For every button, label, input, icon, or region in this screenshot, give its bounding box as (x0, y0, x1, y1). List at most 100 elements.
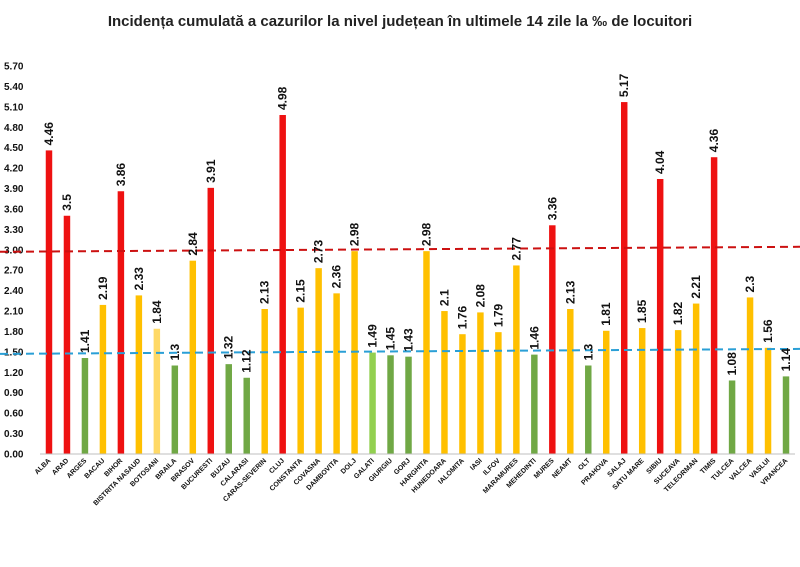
bar-salaj (620, 102, 628, 454)
bar-calarasi (243, 377, 250, 454)
bar-olt (585, 365, 592, 454)
bar-value-label: 1.82 (671, 301, 685, 325)
bar-value-label: 5.17 (617, 73, 631, 97)
bar-value-label: 1.12 (240, 349, 254, 373)
x-tick-label: BACAU (84, 457, 107, 480)
bar-mures (549, 225, 556, 454)
bar-giurgiu (387, 355, 394, 454)
bar-timis (710, 157, 718, 454)
bar-value-label: 1.41 (78, 329, 92, 353)
bar-teleorman (692, 303, 700, 454)
bar-value-label: 2.36 (330, 265, 344, 289)
bar-vaslui (764, 347, 772, 454)
bar-cluj (279, 115, 286, 454)
bar-value-label: 2.08 (473, 284, 487, 308)
y-tick-label: 2.40 (4, 286, 24, 297)
y-tick-label: 3.90 (4, 184, 24, 195)
bar-value-label: 4.04 (653, 150, 667, 174)
bar-covasna (315, 268, 322, 454)
bar-value-label: 1.46 (527, 326, 541, 350)
x-tick-label: NEAMT (551, 457, 574, 480)
y-tick-label: 4.50 (4, 143, 24, 154)
bar-dambovita (333, 293, 340, 454)
bar-value-label: 2.77 (509, 237, 523, 261)
bar-buzau (225, 364, 232, 454)
bar-harghita (423, 251, 430, 454)
bar-value-label: 2.84 (186, 232, 200, 256)
bar-prahova (603, 330, 610, 454)
y-tick-label: 5.70 (4, 62, 24, 73)
bar-value-label: 1.45 (384, 327, 398, 351)
bar-value-label: 1.81 (599, 302, 613, 326)
y-tick-label: 1.20 (4, 368, 24, 379)
bar-value-label: 2.3 (743, 275, 757, 292)
x-tick-label: TELEORMAN (663, 457, 699, 493)
bar-value-label: 1.32 (222, 335, 236, 359)
y-tick-label: 2.70 (4, 266, 24, 277)
bar-value-label: 1.3 (168, 344, 182, 361)
bar-sibiu (656, 178, 664, 454)
bar-value-label: 2.15 (294, 279, 308, 303)
bar-satu-mare (638, 328, 646, 454)
bar-value-label: 3.5 (60, 194, 74, 211)
bar-bacau (99, 304, 107, 454)
chart-title: Incidența cumulată a cazurilor la nivel … (108, 13, 692, 30)
y-tick-label: 0.90 (4, 388, 24, 399)
bar-hunedoara (441, 311, 448, 454)
bar-value-label: 1.84 (150, 300, 164, 324)
bar-value-label: 2.98 (419, 222, 433, 246)
bar-ilfov (495, 332, 502, 454)
bar-value-label: 1.85 (635, 299, 649, 323)
x-tick-label: IASI (469, 457, 484, 472)
bar-value-label: 2.98 (348, 222, 362, 246)
bar-value-label: 1.43 (402, 328, 416, 352)
bar-value-label: 2.33 (132, 267, 146, 291)
bar-value-label: 1.79 (491, 303, 505, 327)
bar-value-label: 4.46 (42, 122, 56, 146)
bar-arad (63, 215, 71, 454)
bars (45, 102, 790, 454)
y-tick-label: 5.10 (4, 102, 24, 113)
bar-value-label: 4.36 (707, 129, 721, 153)
bar-value-label: 1.49 (366, 324, 380, 348)
bar-value-label: 2.73 (312, 239, 326, 263)
y-axis: 0.000.300.600.901.201.501.802.102.402.70… (4, 62, 24, 461)
bar-value-label: 2.1 (437, 289, 451, 306)
threshold-line-0 (0, 245, 800, 253)
bar-bucuresti (207, 187, 215, 454)
bar-value-label: 1.14 (779, 348, 793, 372)
bar-value-label: 1.56 (761, 319, 775, 343)
bar-value-label: 2.13 (258, 280, 272, 304)
bar-arges (81, 358, 89, 454)
bar-value-label: 2.13 (563, 280, 577, 304)
x-tick-label: OLT (577, 457, 592, 472)
y-tick-label: 4.20 (4, 164, 24, 175)
bar-value-label: 4.98 (276, 86, 290, 110)
y-tick-label: 2.10 (4, 307, 24, 318)
bar-alba (45, 150, 53, 454)
y-tick-label: 0.00 (4, 450, 24, 461)
bar-brasov (189, 260, 197, 454)
bar-suceava (674, 330, 682, 454)
bar-maramures (513, 265, 520, 454)
y-tick-label: 0.30 (4, 429, 24, 440)
bar-braila (171, 365, 179, 454)
threshold-line-1 (0, 347, 800, 355)
bar-galati (369, 352, 376, 454)
bar-neamt (567, 309, 574, 454)
value-labels: 4.46 3.5 1.41 2.19 3.86 2.33 1.84 1.3 2.84 3.91 1.… (42, 73, 793, 375)
bar-value-label: 2.21 (689, 275, 703, 299)
bar-bistrita-nasaud (135, 295, 143, 454)
bar-botosani (153, 328, 161, 454)
bar-value-label: 1.08 (725, 352, 739, 376)
bar-tulcea (728, 380, 736, 454)
bar-value-label: 1.76 (455, 306, 469, 330)
bar-iasi (477, 312, 484, 454)
bar-caras-severin (261, 309, 268, 454)
bar-valcea (746, 297, 754, 454)
y-tick-label: 3.60 (4, 204, 24, 215)
bar-value-label: 2.19 (96, 276, 110, 300)
